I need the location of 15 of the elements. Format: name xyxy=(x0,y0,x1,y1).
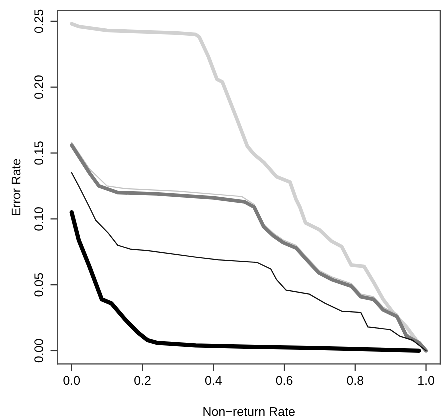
y-axis-title: Error Rate xyxy=(12,159,21,216)
x-tick-label: 1.0 xyxy=(418,376,434,386)
x-axis-title: Non−return Rate xyxy=(204,408,295,416)
y-tick-label: 0.05 xyxy=(34,273,44,297)
y-tick-label: 0.00 xyxy=(34,339,44,363)
line-series xyxy=(70,210,422,354)
y-tick-label: 0.10 xyxy=(34,207,44,231)
y-tick-label: 0.25 xyxy=(34,10,44,34)
x-tick-label: 0.6 xyxy=(276,376,293,386)
x-tick-label: 0.2 xyxy=(134,376,151,386)
y-tick-label: 0.20 xyxy=(34,76,44,100)
x-tick-label: 0.8 xyxy=(347,376,364,386)
y-tick-label: 0.15 xyxy=(34,142,44,165)
x-tick-label: 0.0 xyxy=(64,376,80,386)
x-tick-label: 0.4 xyxy=(205,376,222,386)
